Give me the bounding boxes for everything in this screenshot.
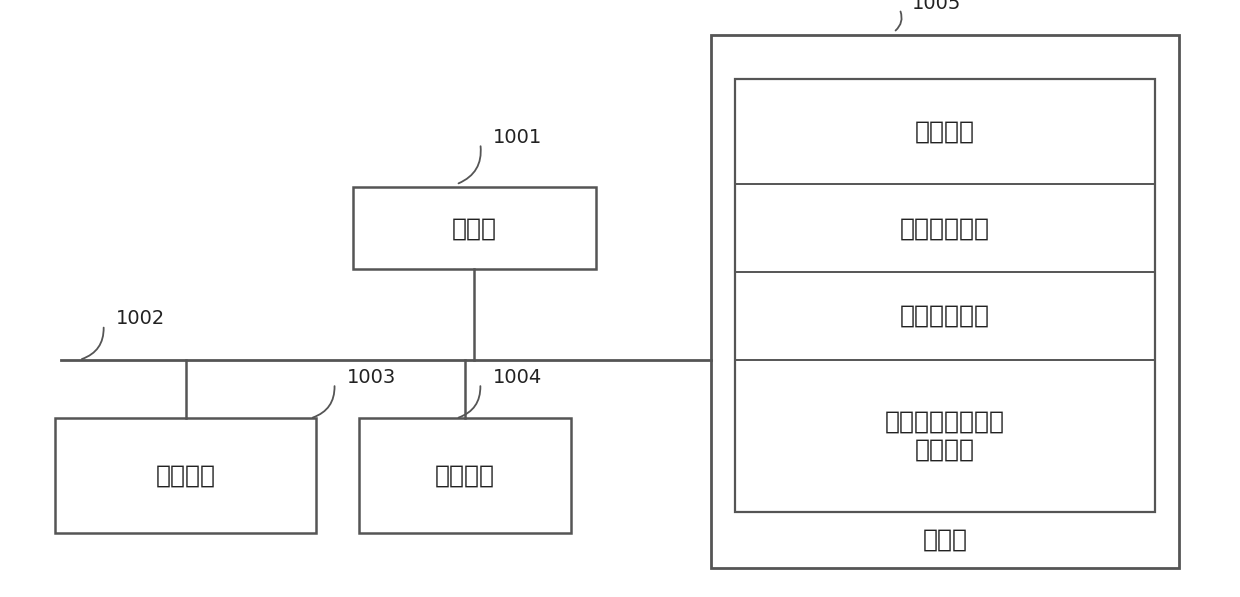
Text: 1002: 1002 bbox=[115, 309, 165, 328]
Bar bbox=[352, 187, 595, 269]
Text: 处理器: 处理器 bbox=[451, 216, 497, 241]
Bar bbox=[711, 35, 1179, 568]
Text: 1001: 1001 bbox=[492, 128, 542, 147]
Text: 1003: 1003 bbox=[346, 368, 396, 387]
Bar bbox=[55, 418, 316, 533]
Text: 用户接口模块: 用户接口模块 bbox=[900, 304, 990, 328]
Text: 操作系统: 操作系统 bbox=[915, 120, 975, 144]
Bar bbox=[735, 79, 1154, 512]
Text: 存储器: 存储器 bbox=[923, 528, 967, 552]
Text: 网络接口: 网络接口 bbox=[435, 463, 495, 488]
Text: 1004: 1004 bbox=[492, 368, 542, 387]
Text: 用户接口: 用户接口 bbox=[155, 463, 216, 488]
Text: 测试毫米波雷达性
能的程序: 测试毫米波雷达性 能的程序 bbox=[885, 410, 1006, 462]
Text: 网络通信模块: 网络通信模块 bbox=[900, 216, 990, 241]
Bar bbox=[358, 418, 572, 533]
Text: 1005: 1005 bbox=[911, 0, 961, 13]
